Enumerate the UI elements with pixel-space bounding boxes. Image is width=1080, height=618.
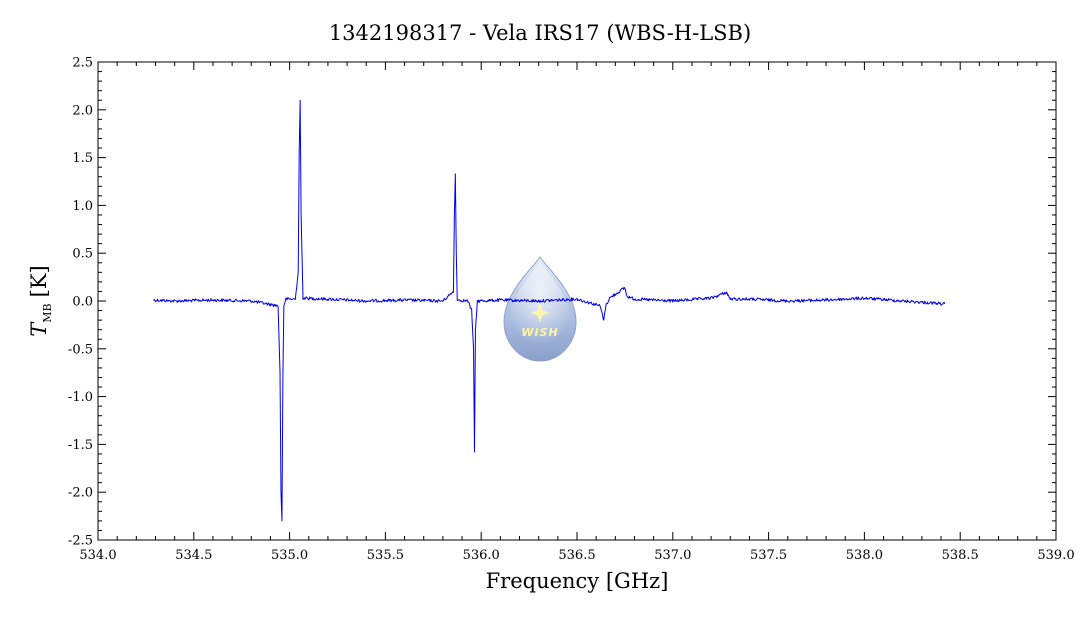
axis-ticks bbox=[97, 61, 1057, 541]
y-tick-label: -0.5 bbox=[68, 342, 93, 357]
x-tick-label: 537.0 bbox=[654, 548, 691, 563]
y-tick-label: -1.5 bbox=[68, 438, 93, 453]
y-tick-label: 0.0 bbox=[72, 295, 93, 310]
y-axis-label: TMB [K] bbox=[27, 265, 54, 336]
spectrum-series bbox=[153, 99, 946, 522]
x-tick-label: 535.0 bbox=[271, 548, 308, 563]
x-tick-label: 534.5 bbox=[175, 548, 212, 563]
x-tick-label: 534.0 bbox=[79, 548, 116, 563]
wish-logo-watermark: WISH bbox=[503, 256, 577, 362]
y-axis-label-symbol: T bbox=[27, 321, 51, 337]
y-tick-label: 1.0 bbox=[72, 199, 93, 214]
x-tick-label: 537.5 bbox=[750, 548, 787, 563]
x-tick-labels: 534.0 534.5 535.0 535.5 536.0 536.5 537.0 537.5… bbox=[79, 548, 1074, 563]
y-tick-label: 2.5 bbox=[72, 56, 93, 71]
y-tick-label: 2.0 bbox=[72, 103, 93, 118]
y-tick-label: 1.5 bbox=[72, 151, 93, 166]
x-tick-label: 536.5 bbox=[558, 548, 595, 563]
y-tick-label: -1.0 bbox=[68, 390, 93, 405]
x-tick-label: 538.0 bbox=[846, 548, 883, 563]
chart-title: 1342198317 - Vela IRS17 (WBS-H-LSB) bbox=[329, 21, 751, 45]
x-tick-label: 536.0 bbox=[463, 548, 500, 563]
watermark-label: WISH bbox=[521, 326, 558, 339]
star-icon bbox=[530, 303, 550, 323]
y-tick-label: -2.0 bbox=[68, 486, 93, 501]
svg-text:TMB[K]: TMB [K] bbox=[27, 265, 54, 336]
x-tick-label: 539.0 bbox=[1037, 548, 1074, 563]
y-axis-label-unit: [K] bbox=[27, 265, 51, 297]
x-axis-label: Frequency [GHz] bbox=[486, 569, 669, 593]
y-tick-label: 0.5 bbox=[72, 247, 93, 262]
x-tick-label: 535.5 bbox=[367, 548, 404, 563]
x-tick-label: 538.5 bbox=[942, 548, 979, 563]
y-tick-labels: 2.5 2.0 1.5 1.0 0.5 0.0 -0.5 -1.0 -1.5 -2.0 -2.5 bbox=[68, 56, 93, 549]
y-tick-label: -2.5 bbox=[68, 534, 93, 549]
spectrum-line bbox=[153, 99, 946, 522]
y-axis-label-subscript: MB bbox=[41, 303, 54, 322]
